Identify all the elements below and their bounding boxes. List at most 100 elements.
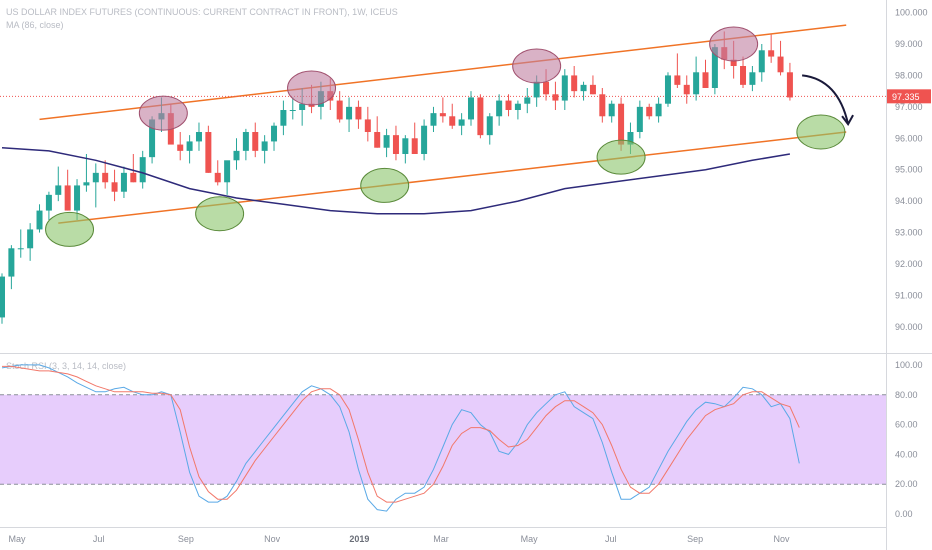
candle-body — [468, 97, 474, 120]
candle-body — [599, 94, 606, 117]
candle-body — [177, 144, 184, 151]
candle-body — [392, 135, 399, 154]
price-y-tick: 98.000 — [895, 70, 923, 80]
price-y-tick: 93.000 — [895, 228, 923, 238]
bottom-touch-marker — [796, 114, 846, 150]
candle-body — [130, 172, 137, 183]
candle-body — [36, 210, 43, 230]
candle-body — [364, 119, 371, 132]
candle-body — [8, 248, 15, 277]
price-y-tick: 100.000 — [895, 8, 928, 18]
top-touch-marker — [287, 70, 337, 106]
candle-body — [17, 248, 24, 250]
rsi-y-tick: 100.00 — [895, 360, 923, 370]
time-x-tick: Sep — [687, 534, 703, 544]
candle-body — [83, 182, 90, 186]
candle-body — [233, 150, 240, 161]
time-x-tick: May — [9, 534, 27, 544]
candle-body — [186, 141, 193, 151]
price-y-tick: 94.000 — [895, 196, 923, 206]
candle-body — [289, 110, 296, 111]
time-x-tick: 2019 — [349, 534, 369, 544]
candle-body — [102, 172, 109, 183]
bottom-touch-marker — [596, 139, 646, 175]
candle-body — [120, 172, 127, 192]
candle-body — [543, 81, 550, 95]
candle-body — [411, 138, 418, 154]
price-y-tick: 91.000 — [895, 290, 923, 300]
candle-body — [749, 72, 756, 85]
candle-body — [149, 119, 156, 158]
projection-arrow — [802, 74, 850, 125]
price-y-tick: 92.000 — [895, 259, 923, 269]
price-y-tick: 96.000 — [895, 133, 923, 143]
candle-body — [486, 116, 493, 136]
candle-body — [786, 72, 793, 98]
candle-body — [561, 75, 568, 101]
candle-body — [646, 106, 653, 117]
price-y-tick: 95.000 — [895, 165, 923, 175]
candle-body — [299, 103, 306, 110]
candle-body — [27, 229, 34, 249]
candle-body — [439, 113, 446, 117]
candle-body — [261, 141, 268, 151]
bottom-touch-marker — [45, 211, 95, 247]
candle-body — [655, 103, 662, 117]
candle-body — [139, 157, 146, 183]
price-y-tick: 90.000 — [895, 322, 923, 332]
time-x-tick: May — [521, 534, 539, 544]
top-touch-marker — [512, 48, 562, 84]
last-price-label: 97.335 — [892, 92, 920, 102]
overbought-oversold-band — [0, 394, 886, 485]
candle-body — [252, 132, 259, 151]
candle-body — [336, 100, 343, 120]
rsi-y-tick: 40.00 — [895, 449, 918, 459]
candle-body — [711, 47, 718, 88]
candle-body — [355, 106, 362, 120]
price-y-tick: 99.000 — [895, 39, 923, 49]
rsi-y-tick: 80.00 — [895, 390, 918, 400]
candle-body — [242, 132, 249, 151]
candle-body — [589, 84, 596, 95]
ma-legend: MA (86, close) — [6, 20, 64, 30]
candle-body — [702, 72, 709, 88]
candle-body — [74, 185, 81, 211]
rsi-y-tick: 0.00 — [895, 509, 913, 519]
candle-body — [608, 103, 615, 117]
candle-body — [374, 132, 381, 148]
candle-body — [524, 97, 531, 104]
candle-body — [693, 72, 700, 95]
chart-title: US DOLLAR INDEX FUTURES (CONTINUOUS: CUR… — [6, 7, 398, 17]
candle-body — [205, 132, 212, 173]
candle-body — [280, 110, 287, 126]
candle-body — [777, 56, 784, 73]
candle-body — [449, 116, 456, 126]
candle-body — [383, 135, 390, 148]
moving-average-line — [1, 146, 791, 215]
stoch-rsi-pane — [0, 364, 886, 512]
price-pane — [0, 24, 886, 324]
candle-body — [636, 106, 643, 132]
candle-body — [195, 132, 202, 142]
candle-body — [45, 194, 52, 211]
candle-body — [664, 75, 671, 104]
candle-body — [618, 103, 625, 145]
candle-body — [64, 185, 71, 211]
time-x-tick: Nov — [264, 534, 281, 544]
last-price-badge — [887, 89, 931, 104]
stoch-rsi-d-line — [2, 365, 800, 503]
candle-body — [768, 50, 775, 57]
candle-body — [346, 106, 353, 120]
candle-body — [505, 100, 512, 110]
candle-body — [111, 182, 118, 192]
candle-body — [533, 81, 540, 98]
time-x-tick: Sep — [178, 534, 194, 544]
time-x-tick: Jul — [93, 534, 105, 544]
candle-body — [552, 94, 559, 101]
candle-body — [271, 125, 278, 142]
candle-body — [674, 75, 681, 85]
candle-body — [430, 113, 437, 126]
time-x-tick: Jul — [605, 534, 617, 544]
